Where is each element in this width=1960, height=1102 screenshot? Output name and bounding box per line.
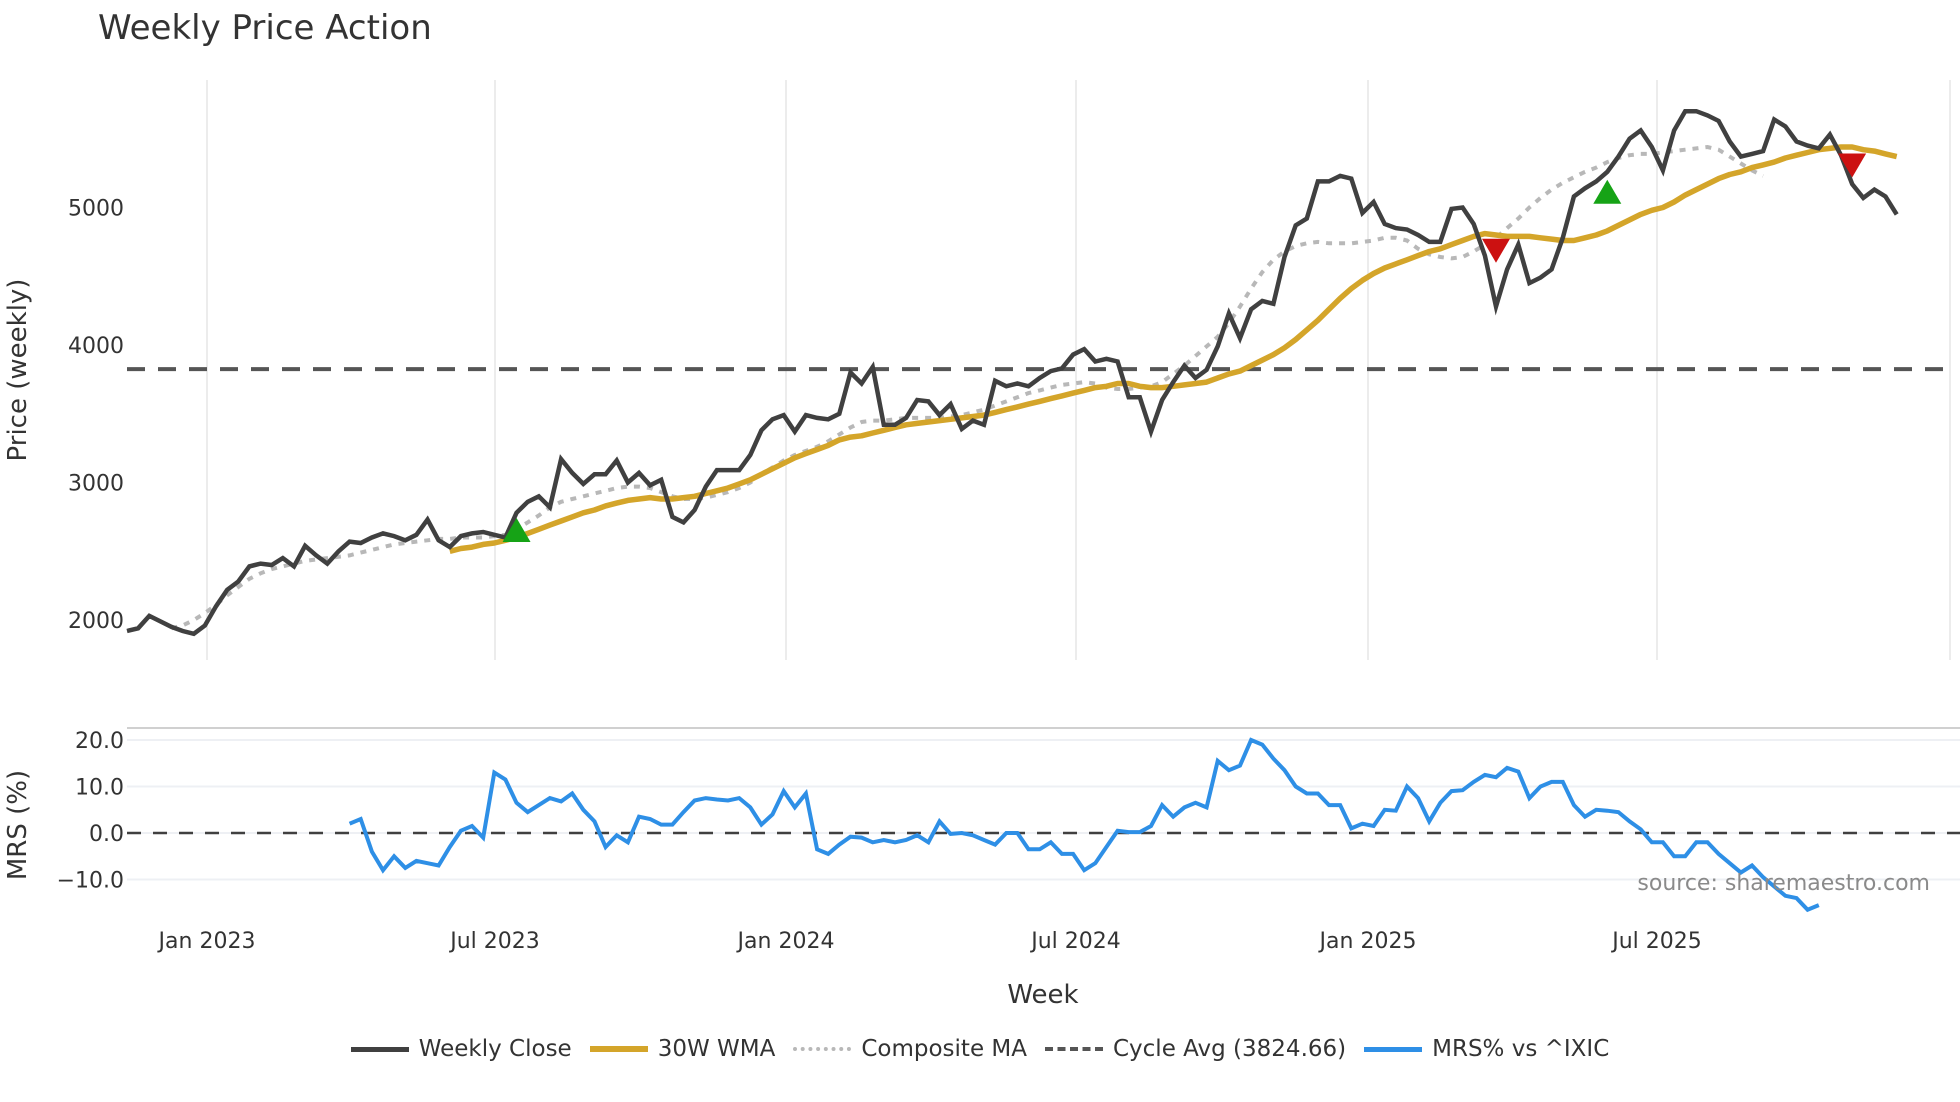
sell-signal-triangle-down-icon	[1838, 153, 1867, 178]
price-y-axis-label: Price (weekly)	[3, 279, 33, 462]
x-axis-ticks: Jan 2023 Jul 2023 Jan 2024 Jul 2024 Jan 2025…	[157, 929, 1702, 954]
signal-markers	[502, 153, 1867, 542]
legend-swatch-solid-icon	[350, 1046, 409, 1052]
legend-label: MRS% vs ^IXIC	[1432, 1036, 1610, 1062]
legend: Weekly Close 30W WMA Composite MA Cycle …	[0, 1036, 1960, 1062]
sell-signal-triangle-down-icon	[1481, 238, 1510, 263]
x-tick-label: Jul 2025	[1610, 929, 1702, 954]
legend-item-weekly-close[interactable]: Weekly Close	[350, 1036, 572, 1062]
y-tick-label: −10.0	[57, 869, 124, 894]
gridlines	[127, 80, 1960, 881]
legend-label: 30W WMA	[657, 1036, 776, 1062]
legend-item-cycle-avg[interactable]: Cycle Avg (3824.66)	[1044, 1036, 1347, 1062]
buy-signal-triangle-up-icon	[1593, 179, 1622, 204]
weekly-close-line	[126, 108, 1899, 637]
x-tick-label: Jul 2023	[448, 929, 540, 954]
legend-item-composite-ma[interactable]: Composite MA	[793, 1036, 1027, 1062]
mrs-line	[348, 737, 1820, 913]
source-note: source: sharemaestro.com	[1637, 871, 1930, 896]
y-tick-label: 0.0	[89, 822, 124, 847]
wma-30w-line	[449, 144, 1898, 554]
x-tick-label: Jan 2023	[157, 929, 256, 954]
x-tick-label: Jan 2024	[736, 929, 835, 954]
legend-label: Cycle Avg (3824.66)	[1112, 1036, 1347, 1062]
y-tick-label: 20.0	[75, 729, 124, 754]
y-tick-label: 2000	[68, 609, 124, 634]
x-tick-label: Jul 2024	[1029, 929, 1121, 954]
legend-item-wma[interactable]: 30W WMA	[589, 1036, 776, 1062]
y-tick-label: 4000	[68, 334, 124, 359]
buy-signal-triangle-up-icon	[502, 518, 531, 542]
legend-swatch-dotted-icon	[793, 1047, 852, 1051]
legend-item-mrs[interactable]: MRS% vs ^IXIC	[1364, 1036, 1609, 1062]
y-tick-label: 10.0	[75, 776, 124, 801]
legend-label: Weekly Close	[418, 1036, 572, 1062]
mrs-y-axis-label: MRS (%)	[3, 770, 33, 880]
legend-label: Composite MA	[861, 1036, 1027, 1062]
chart-title: Weekly Price Action	[98, 8, 432, 48]
y-tick-label: 3000	[68, 472, 124, 497]
legend-swatch-solid-icon	[589, 1046, 648, 1052]
x-axis-label: Week	[1007, 980, 1078, 1010]
mrs-y-ticks: 20.0 10.0 0.0 −10.0	[57, 729, 124, 894]
price-y-ticks: 5000 4000 3000 2000	[68, 197, 124, 635]
x-tick-label: Jan 2025	[1318, 929, 1417, 954]
y-tick-label: 5000	[68, 197, 124, 222]
composite-ma-line	[171, 144, 1764, 631]
legend-swatch-dashed-icon	[1044, 1047, 1103, 1051]
legend-swatch-solid-icon	[1364, 1046, 1423, 1052]
